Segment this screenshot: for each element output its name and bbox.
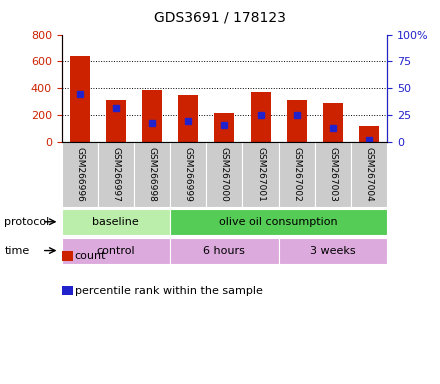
Text: percentile rank within the sample: percentile rank within the sample bbox=[75, 286, 263, 296]
Bar bbox=[206, 142, 242, 207]
Bar bbox=[178, 95, 198, 142]
Text: protocol: protocol bbox=[4, 217, 50, 227]
Bar bbox=[170, 142, 206, 207]
Text: olive oil consumption: olive oil consumption bbox=[220, 217, 338, 227]
Bar bbox=[98, 142, 134, 207]
Text: time: time bbox=[4, 245, 29, 256]
Bar bbox=[279, 142, 315, 207]
Bar bbox=[70, 56, 90, 142]
Bar bbox=[170, 209, 387, 235]
Bar bbox=[287, 100, 307, 142]
Text: GSM266997: GSM266997 bbox=[111, 147, 121, 202]
Bar bbox=[315, 142, 351, 207]
Bar bbox=[279, 238, 387, 263]
Bar bbox=[62, 142, 98, 207]
Bar bbox=[106, 100, 126, 142]
Text: GDS3691 / 178123: GDS3691 / 178123 bbox=[154, 11, 286, 25]
Text: 6 hours: 6 hours bbox=[203, 245, 246, 256]
Text: GSM267004: GSM267004 bbox=[365, 147, 374, 202]
Text: GSM266998: GSM266998 bbox=[147, 147, 157, 202]
Bar bbox=[251, 92, 271, 142]
Bar bbox=[351, 142, 387, 207]
Text: GSM267001: GSM267001 bbox=[256, 147, 265, 202]
Bar bbox=[323, 103, 343, 142]
Text: baseline: baseline bbox=[92, 217, 139, 227]
Text: control: control bbox=[96, 245, 135, 256]
Bar bbox=[359, 126, 379, 142]
Text: count: count bbox=[75, 251, 106, 261]
Text: GSM266999: GSM266999 bbox=[184, 147, 193, 202]
Bar bbox=[242, 142, 279, 207]
Bar bbox=[170, 238, 279, 263]
Text: GSM267002: GSM267002 bbox=[292, 147, 301, 202]
Bar bbox=[142, 90, 162, 142]
Bar bbox=[214, 113, 235, 142]
Bar bbox=[62, 238, 170, 263]
Text: GSM266996: GSM266996 bbox=[75, 147, 84, 202]
Bar bbox=[62, 209, 170, 235]
Text: 3 weeks: 3 weeks bbox=[310, 245, 356, 256]
Text: GSM267000: GSM267000 bbox=[220, 147, 229, 202]
Bar bbox=[134, 142, 170, 207]
Text: GSM267003: GSM267003 bbox=[328, 147, 337, 202]
